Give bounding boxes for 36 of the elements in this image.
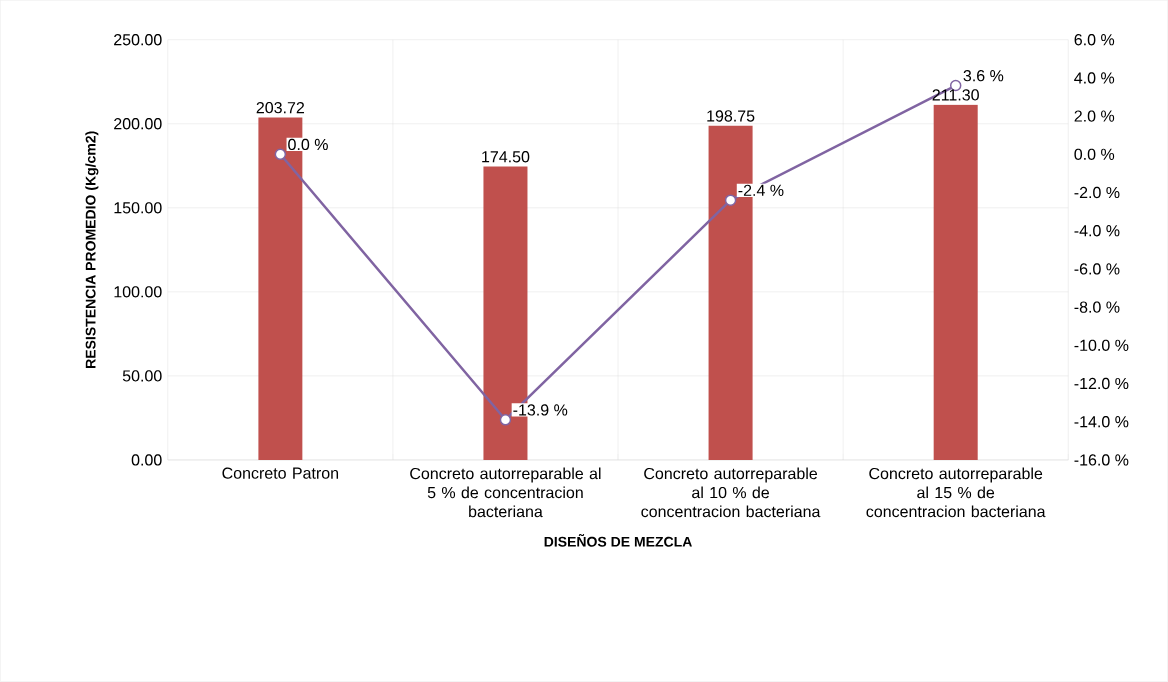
y-axis-title: RESISTENCIA PROMEDIO (Kg/cm2) <box>85 131 99 369</box>
y2-tick-label: -16.0 % <box>1074 454 1129 466</box>
data-label: 203.72 <box>256 102 305 114</box>
x-axis-title: DISEÑOS DE MEZCLA <box>544 534 692 547</box>
y2-tick-label: 4.0 % <box>1074 72 1115 84</box>
y2-tick-label: 6.0 % <box>1074 34 1115 46</box>
y2-tick-label: 0.0 % <box>1074 148 1115 161</box>
data-label: 211.30 <box>932 89 979 101</box>
y-tick-label: 200.00 <box>114 118 162 130</box>
y2-tick-label: -4.0 % <box>1074 225 1120 237</box>
point <box>499 414 512 426</box>
y-tick-label: 0.00 <box>131 454 162 466</box>
x-tick-label: Concreto autorreparable al 15 % de concentracion bacteriana <box>866 467 1046 518</box>
y2-tick-label: -6.0 % <box>1074 263 1120 275</box>
point <box>724 194 737 207</box>
data-label: 3.6 % <box>963 70 1004 82</box>
x-tick-label: Concreto autorreparable al 10 % de concentracion bacteriana <box>641 467 821 518</box>
x-tick-label: Concreto autorreparable al 5 % de concentracion bacteriana <box>410 467 601 518</box>
data-label: -13.9 % <box>513 404 568 416</box>
data-label: 198.75 <box>707 110 755 122</box>
y2-tick-label: -8.0 % <box>1074 301 1120 313</box>
y2-tick-label: -10.0 % <box>1074 339 1129 352</box>
y-tick-label: 50.00 <box>122 370 162 382</box>
data-label: 174.50 <box>482 151 530 163</box>
y-tick-label: 250.00 <box>114 34 162 46</box>
point <box>274 148 287 161</box>
x-tick-label: Concreto Patron <box>222 467 339 479</box>
bar <box>933 104 978 461</box>
data-label: 0.0 % <box>288 138 328 151</box>
data-label: -2.4 % <box>738 184 784 197</box>
y2-tick-label: -2.0 % <box>1074 186 1120 199</box>
y-tick-label: 100.00 <box>114 286 162 298</box>
y2-tick-label: -12.0 % <box>1074 377 1129 390</box>
y2-tick-label: 2.0 % <box>1074 110 1115 122</box>
y2-tick-label: -14.0 % <box>1074 416 1129 428</box>
y-tick-label: 150.00 <box>114 202 162 214</box>
